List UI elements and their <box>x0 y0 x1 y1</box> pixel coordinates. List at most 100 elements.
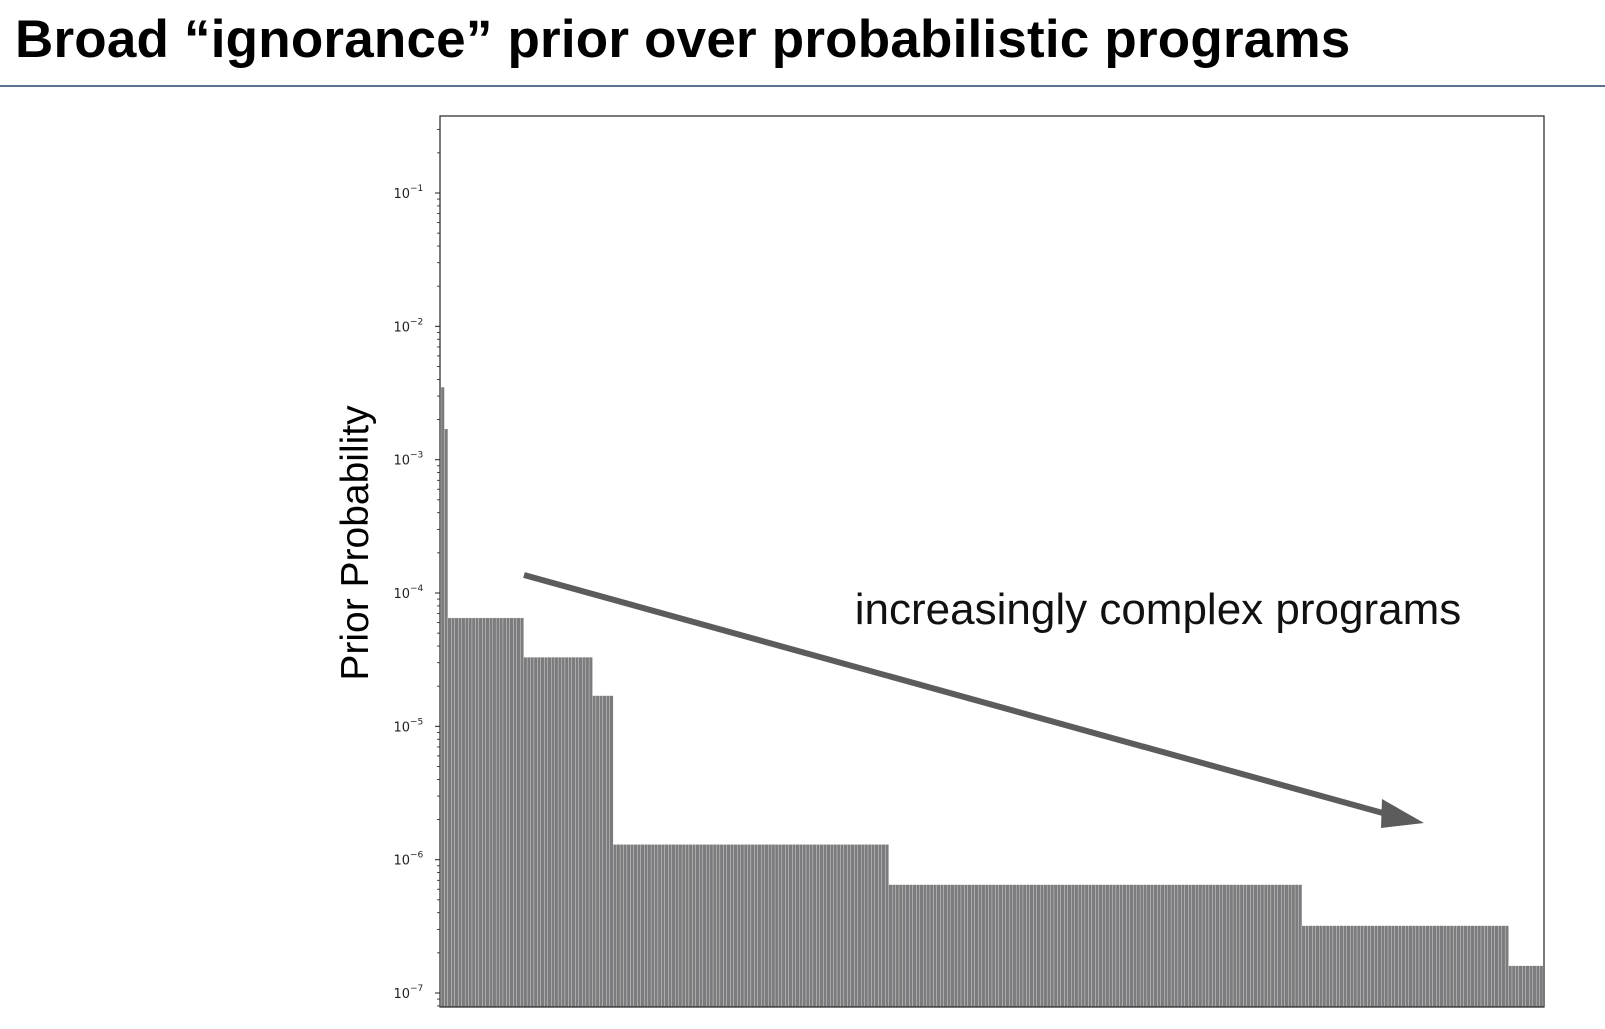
bar <box>747 844 752 1008</box>
bar <box>623 844 628 1008</box>
bar <box>482 617 486 1008</box>
bar <box>502 617 507 1008</box>
bar <box>1267 884 1272 1008</box>
bar <box>606 695 610 1008</box>
bar <box>1367 925 1371 1008</box>
bar <box>1253 884 1258 1008</box>
bar <box>1470 925 1475 1008</box>
bar <box>1208 884 1213 1008</box>
bar <box>926 884 931 1008</box>
bar <box>1143 884 1148 1008</box>
bar <box>943 884 948 1008</box>
bar <box>1064 884 1068 1008</box>
bar <box>1057 884 1061 1008</box>
bar <box>836 844 841 1008</box>
bar <box>1232 884 1237 1008</box>
bar <box>1222 884 1227 1008</box>
slide-title: Broad “ignorance” prior over probabilist… <box>15 10 1351 69</box>
bar <box>1408 925 1413 1008</box>
bar <box>1518 965 1523 1008</box>
bar <box>1474 925 1478 1008</box>
bar <box>458 617 462 1008</box>
bar <box>592 695 597 1008</box>
bar <box>1439 925 1444 1008</box>
bar <box>805 844 810 1008</box>
bar <box>743 844 748 1008</box>
bar <box>1384 925 1389 1008</box>
bar <box>647 844 652 1008</box>
bar <box>599 695 603 1008</box>
bar <box>685 844 690 1008</box>
bar <box>833 844 838 1008</box>
bar <box>1391 925 1396 1008</box>
bar <box>523 657 528 1008</box>
bar <box>978 884 982 1008</box>
bar <box>950 884 955 1008</box>
bar <box>1198 884 1203 1008</box>
bar <box>995 884 1000 1008</box>
bar <box>1494 925 1499 1008</box>
bar <box>1353 925 1358 1008</box>
bar <box>1043 884 1048 1008</box>
bar <box>492 617 497 1008</box>
y-axis-ticks: 10−110−210−310−410−510−610−7 <box>393 128 440 1007</box>
bar <box>947 884 951 1008</box>
bar <box>1332 925 1337 1008</box>
bar <box>1105 884 1110 1008</box>
bar <box>737 844 741 1008</box>
bar <box>843 844 848 1008</box>
bar <box>871 844 876 1008</box>
bar <box>781 844 786 1008</box>
bar <box>1453 925 1458 1008</box>
bar <box>702 844 707 1008</box>
bar <box>1463 925 1468 1008</box>
bar <box>1522 965 1526 1008</box>
bar <box>1201 884 1206 1008</box>
bar <box>1136 884 1141 1008</box>
bar <box>1301 925 1306 1008</box>
bar <box>1181 884 1185 1008</box>
bar <box>1108 884 1113 1008</box>
bar <box>1026 884 1031 1008</box>
y-tick-exponent: −7 <box>410 984 423 994</box>
bar <box>1243 884 1247 1008</box>
bar <box>1394 925 1399 1008</box>
bar <box>616 844 621 1008</box>
bar <box>1422 925 1427 1008</box>
bar <box>485 617 490 1008</box>
bar <box>533 657 538 1008</box>
bar <box>1215 884 1220 1008</box>
bar <box>444 428 449 1008</box>
bar <box>1477 925 1482 1008</box>
bar <box>1150 884 1154 1008</box>
bar <box>571 657 576 1008</box>
bar <box>1511 965 1516 1008</box>
bar <box>1133 884 1137 1008</box>
bar <box>681 844 686 1008</box>
bar <box>912 884 917 1008</box>
bar <box>1002 884 1006 1008</box>
bar <box>816 844 820 1008</box>
bar <box>778 844 783 1008</box>
bar <box>1146 884 1151 1008</box>
bar <box>1219 884 1223 1008</box>
bar <box>1071 884 1075 1008</box>
bar <box>1436 925 1440 1008</box>
bar <box>554 657 559 1008</box>
bar <box>678 844 683 1008</box>
bar <box>1360 925 1365 1008</box>
bar <box>1257 884 1261 1008</box>
bar <box>540 657 545 1008</box>
bar <box>489 617 493 1008</box>
bar <box>475 617 480 1008</box>
bar <box>730 844 734 1008</box>
bar <box>802 844 807 1008</box>
trend-arrow-line <box>523 572 1391 818</box>
bar <box>537 657 541 1008</box>
bar <box>1381 925 1385 1008</box>
bar <box>1398 925 1402 1008</box>
bar <box>478 617 483 1008</box>
bar <box>613 844 617 1008</box>
bar <box>1077 884 1082 1008</box>
bar <box>1443 925 1447 1008</box>
